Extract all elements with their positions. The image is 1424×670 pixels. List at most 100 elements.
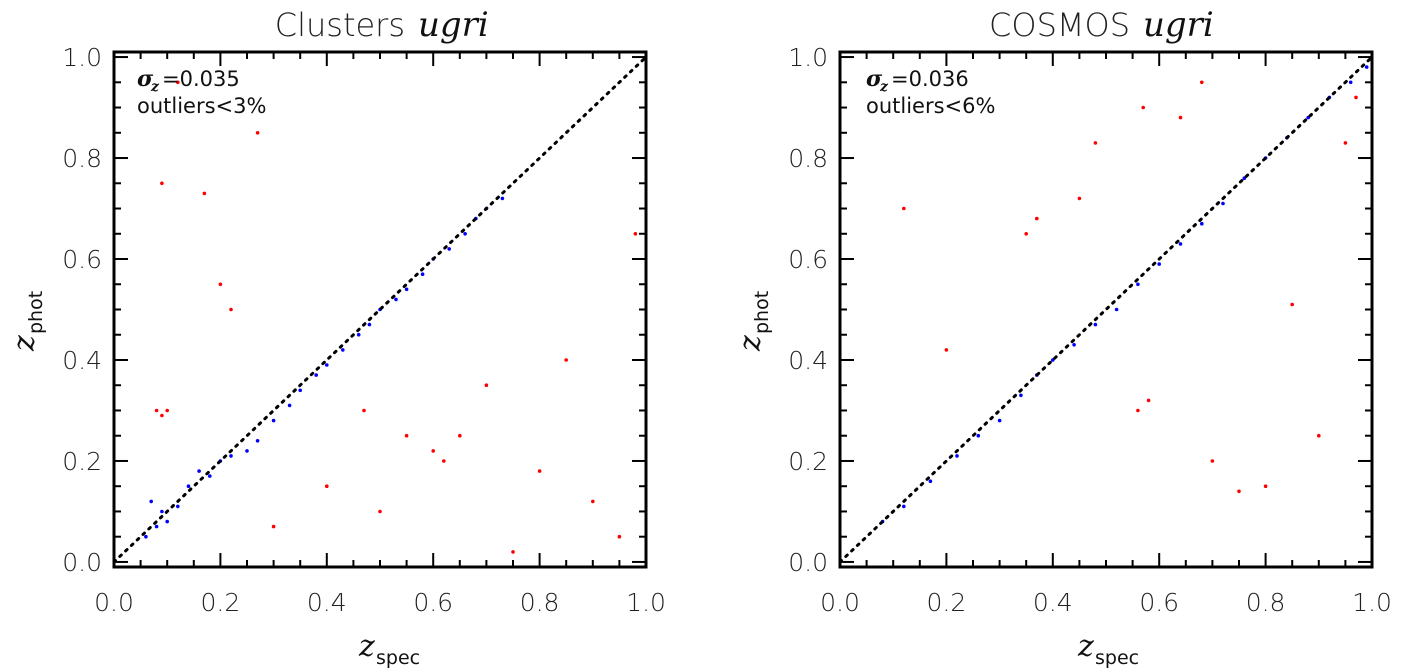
outlier-point [160, 181, 164, 186]
x-tick-labels: 0.0 0.2 0.4 0.6 0.8 1.0 [820, 588, 1392, 617]
outlier-point [404, 433, 409, 438]
data-point [955, 454, 959, 458]
outlier-point [1237, 489, 1241, 494]
annotation-sigma: σ z =0.036 outliers<6% [866, 66, 995, 118]
y-tick-labels: 0.0 0.2 0.4 0.6 0.8 1.0 [788, 43, 828, 577]
outlier-point [484, 383, 489, 388]
outlier-point [902, 206, 906, 211]
x-axis-label: z spec [358, 629, 420, 669]
y-tick-label: 0.2 [62, 447, 102, 476]
data-point [149, 499, 153, 504]
outliers-label: outliers<6% [866, 94, 995, 118]
data-point [447, 247, 452, 251]
outlier-point [1077, 196, 1082, 201]
x-tick-label: 0.4 [307, 588, 347, 617]
y-tick-label: 1.0 [788, 43, 828, 72]
y-tick-label: 0.8 [788, 144, 828, 173]
outlier-point [1146, 398, 1151, 403]
x-tick-label: 0.0 [820, 588, 860, 617]
data-point [356, 332, 361, 337]
one-to-one-line [112, 55, 648, 564]
data-point [394, 297, 398, 302]
data-point [176, 504, 180, 509]
data-point [1221, 201, 1225, 206]
outlier-point [511, 550, 515, 554]
data-point [144, 534, 148, 539]
sigma-value: =0.035 [162, 67, 240, 91]
outlier-point [458, 433, 462, 438]
outlier-point [591, 499, 595, 504]
x-tick-label: 0.2 [201, 588, 241, 617]
outlier-point [154, 408, 159, 413]
data-point [1157, 262, 1161, 266]
y-tick-label: 0.4 [62, 346, 102, 375]
x-axis-var: z [358, 629, 375, 664]
outlier-point [944, 348, 949, 352]
y-axis-sub: phot [751, 291, 773, 334]
data-point [341, 348, 345, 352]
axis-ticks [113, 52, 647, 567]
outlier-point [1093, 141, 1098, 145]
outlier-point [1035, 216, 1039, 221]
sigma-symbol: σ [137, 66, 154, 92]
data-point [271, 418, 276, 423]
outlier-point [537, 469, 542, 473]
data-point [1364, 65, 1369, 69]
y-tick-label: 0.6 [788, 245, 828, 274]
data-point [976, 433, 981, 438]
x-tick-label: 0.2 [927, 588, 967, 617]
x-tick-label: 0.8 [520, 588, 560, 617]
y-tick-label: 1.0 [62, 43, 102, 72]
scatter-points [880, 65, 1369, 524]
outlier-point [1290, 302, 1294, 307]
outlier-point [160, 413, 164, 418]
data-point [1178, 242, 1183, 246]
data-point [1136, 282, 1140, 287]
y-axis-label: z phot [7, 291, 47, 352]
outlier-point [229, 307, 233, 312]
outliers-label: outliers<3% [137, 94, 266, 118]
panel-cosmos: COSMOS ugri 0.0 0.2 0.4 0.6 0.8 1.0 0.0 … [733, 5, 1392, 669]
x-tick-label: 1.0 [1352, 588, 1392, 617]
y-axis-var: z [733, 335, 768, 352]
data-point [255, 439, 260, 443]
x-tick-labels: 0.0 0.2 0.4 0.6 0.8 1.0 [94, 588, 666, 617]
data-point [420, 272, 425, 277]
data-point [1093, 322, 1098, 327]
data-point [1072, 343, 1076, 347]
outlier-point [255, 131, 260, 135]
chart-title: Clusters [275, 6, 405, 44]
chart-title-math: ugri [418, 5, 489, 45]
y-tick-labels: 0.0 0.2 0.4 0.6 0.8 1.0 [62, 43, 102, 577]
data-point [463, 232, 467, 236]
outlier-point [1317, 433, 1321, 438]
data-point [298, 388, 303, 393]
outlier-point [378, 509, 382, 514]
x-axis-label: z spec [1077, 629, 1139, 669]
y-axis-var: z [7, 335, 42, 352]
x-tick-label: 1.0 [626, 588, 666, 617]
data-point [1114, 307, 1119, 312]
data-point [197, 469, 201, 473]
y-axis-sub: phot [25, 291, 47, 334]
outlier-point [1200, 80, 1204, 85]
outlier-point [633, 232, 638, 236]
x-tick-label: 0.6 [413, 588, 453, 617]
data-point [245, 449, 249, 453]
sigma-subscript: z [879, 79, 889, 95]
outlier-point [1354, 95, 1358, 100]
y-tick-label: 0.4 [788, 346, 828, 375]
y-tick-label: 0.2 [788, 447, 828, 476]
data-point [500, 196, 505, 201]
y-axis-label: z phot [733, 291, 773, 352]
y-tick-label: 0.8 [62, 144, 102, 173]
data-point [1200, 221, 1204, 226]
data-point [186, 484, 191, 489]
data-point [208, 474, 212, 478]
outlier-point [442, 459, 446, 463]
scatter-points [144, 80, 638, 554]
data-point [165, 519, 169, 524]
sigma-value: =0.036 [891, 67, 969, 91]
y-tick-label: 0.0 [788, 548, 828, 577]
x-tick-label: 0.6 [1139, 588, 1179, 617]
